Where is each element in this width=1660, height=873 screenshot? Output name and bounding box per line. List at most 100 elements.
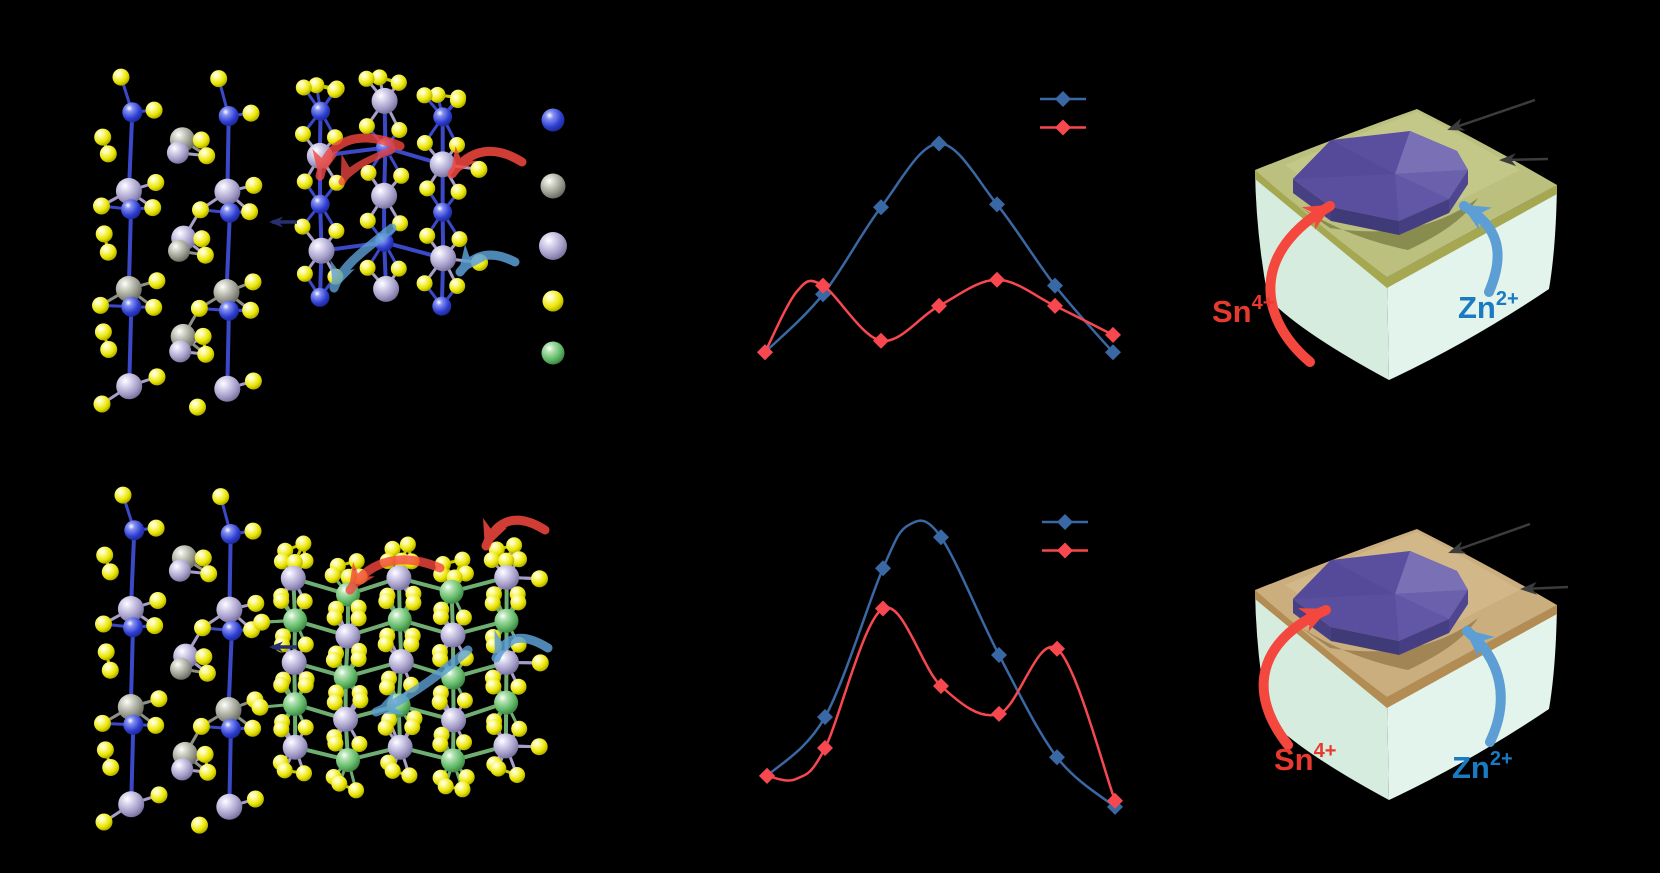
atom-yellow [327, 735, 344, 752]
atom-yellow [244, 522, 262, 540]
series-line-blue [766, 519, 1116, 808]
atom-yellow [328, 222, 345, 239]
data-point-red [989, 271, 1005, 288]
atom-yellow [197, 345, 215, 363]
data-point-red [815, 277, 831, 294]
bond [128, 625, 135, 709]
sn-ion-arrow-bottom [1258, 605, 1331, 750]
data-point-red [1047, 297, 1063, 314]
atom-yellow [253, 613, 271, 631]
atom-lavender [371, 87, 398, 114]
zn-exchange-arrow-external-bottom [491, 629, 553, 663]
atom-yellow [96, 741, 114, 759]
atom-yellow [403, 636, 420, 653]
atom-lavender [333, 706, 359, 732]
data-point-blue [991, 647, 1007, 663]
atom-yellow [371, 69, 388, 86]
crystal-side [1331, 627, 1399, 655]
atom-yellow [112, 68, 130, 86]
atom-yellow [297, 636, 314, 653]
atom-yellow [242, 301, 260, 319]
atom-yellow [432, 651, 449, 668]
atom-yellow [416, 135, 433, 151]
atom-yellow [147, 519, 165, 537]
atom-blue [220, 524, 241, 544]
atom-yellow [198, 147, 216, 165]
atom-lavender [371, 182, 398, 209]
atom-yellow [93, 197, 110, 215]
atom-yellow [390, 260, 407, 277]
line-charts [757, 91, 1123, 815]
atom-yellow [399, 536, 416, 553]
atom-blue [124, 520, 145, 541]
legend-marker [1055, 119, 1071, 136]
bond [225, 308, 231, 391]
atom-blue [218, 106, 239, 126]
atom-green [494, 690, 519, 715]
crystal-side [1399, 619, 1449, 655]
atom-blue [432, 296, 452, 316]
atom-yellow [454, 551, 471, 568]
sn-exchange-arrow-external-top [447, 146, 527, 179]
atom-yellow [242, 104, 260, 122]
crystal-facet [1395, 131, 1468, 174]
atom-yellow [358, 70, 375, 87]
data-point-blue [989, 196, 1005, 213]
atom-lavender [214, 178, 241, 205]
atom-yellow [244, 273, 262, 291]
atom-green [439, 579, 464, 604]
atom-lavender [168, 559, 191, 582]
label-zn2-top: Zn2+ [1458, 288, 1519, 325]
substrate-left-face [1255, 170, 1389, 380]
atom-yellow [352, 692, 369, 709]
legend-blue-atom [541, 108, 565, 132]
legend-yellow-atom [542, 290, 564, 312]
atom-yellow [416, 87, 433, 104]
atom-yellow [378, 593, 395, 610]
atom-yellow [401, 767, 418, 784]
atom-green [283, 692, 307, 717]
data-point-blue [875, 560, 891, 577]
atom-yellow [148, 272, 166, 290]
atom-green [387, 607, 412, 632]
atom-yellow [95, 615, 112, 633]
atom-yellow [296, 265, 313, 282]
data-point-red [931, 297, 947, 314]
atom-lavender [214, 375, 241, 402]
atom-yellow [455, 609, 472, 626]
atom-yellow [101, 563, 119, 581]
atom-color-legend [539, 108, 567, 365]
atom-lavender [387, 734, 413, 760]
zn-exchange-arrow-external-top [455, 244, 520, 277]
zn-exchange-arrow-internal-bottom [371, 645, 473, 717]
atom-yellow [509, 767, 526, 783]
atom-lavender [441, 707, 467, 733]
atom-lavender [440, 622, 466, 648]
legend-lavender-atom [539, 232, 567, 260]
crystal-facet [1395, 174, 1449, 221]
atom-yellow [506, 537, 523, 554]
crystal-side [1331, 207, 1399, 235]
atom-yellow [486, 719, 503, 735]
crystal-structure-panels [92, 68, 553, 834]
atom-yellow [150, 690, 168, 708]
atom-yellow [190, 299, 208, 317]
atom-yellow [200, 565, 218, 583]
atom-yellow [326, 609, 343, 626]
atom-yellow [485, 678, 502, 695]
atom-yellow [199, 763, 217, 781]
sn-exchange-arrow-external-bottom [481, 515, 550, 551]
atom-yellow [246, 790, 264, 808]
atom-gray [215, 697, 242, 723]
atom-yellow [247, 594, 265, 612]
atom-lavender [282, 734, 308, 760]
atom-yellow [244, 719, 262, 737]
crystal-facet [1293, 560, 1395, 599]
atom-yellow [96, 546, 114, 564]
atom-yellow [274, 636, 290, 653]
atom-yellow [102, 759, 120, 776]
atom-yellow [331, 775, 348, 792]
atom-yellow [449, 278, 466, 294]
atom-yellow [195, 648, 213, 666]
